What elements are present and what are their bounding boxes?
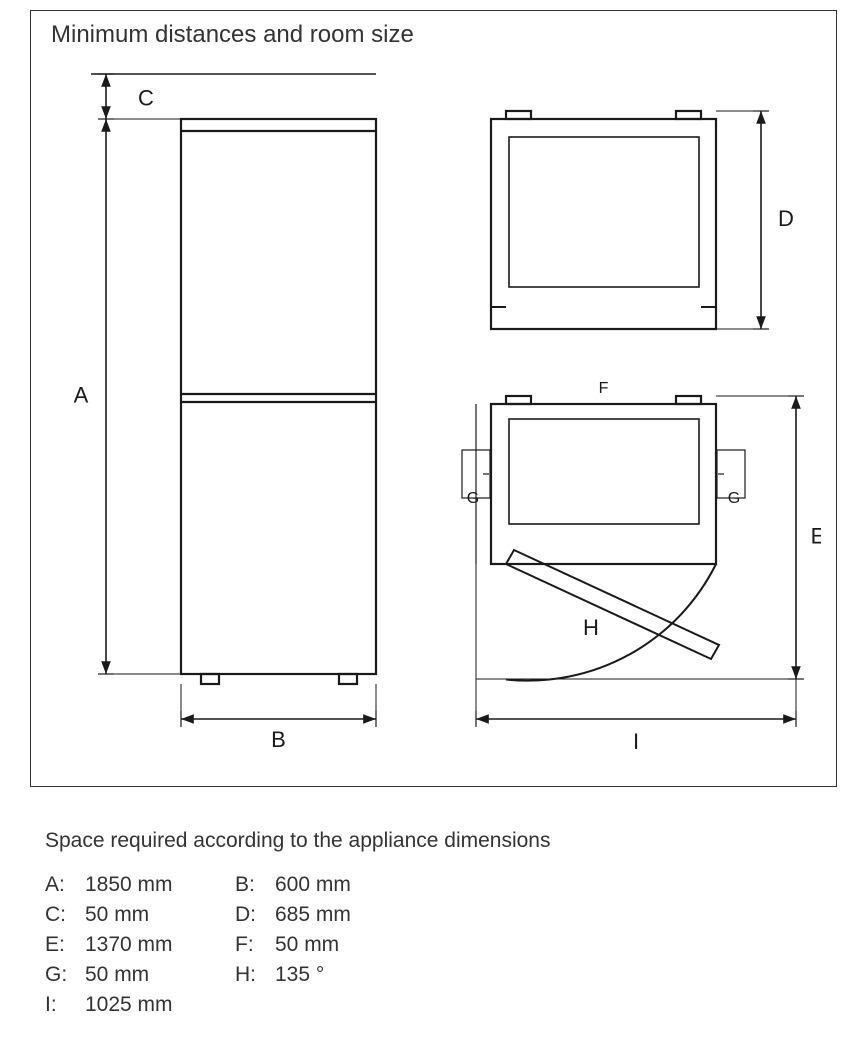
- svg-text:A: A: [74, 382, 89, 407]
- dim-key-I: I:: [45, 993, 85, 1017]
- legend-title: Space required according to the applianc…: [45, 827, 837, 855]
- svg-text:B: B: [271, 727, 286, 749]
- svg-text:H: H: [583, 615, 599, 640]
- dim-key-H: H:: [235, 963, 275, 987]
- diagram-container: Minimum distances and room size A C B D H E I F…: [30, 10, 837, 787]
- dim-key-D: D:: [235, 903, 275, 927]
- dim-key-E: E:: [45, 933, 85, 957]
- dim-val-B: 600 mm: [275, 873, 425, 897]
- dimension-table: A:1850 mm B:600 mm C:50 mm D:685 mm E:13…: [45, 873, 837, 1017]
- dim-val-D: 685 mm: [275, 903, 425, 927]
- dim-key-A: A:: [45, 873, 85, 897]
- legend-section: Space required according to the applianc…: [45, 827, 837, 1017]
- dim-key-F: F:: [235, 933, 275, 957]
- svg-text:G: G: [728, 490, 740, 507]
- dim-val-E: 1370 mm: [85, 933, 235, 957]
- dim-key-G: G:: [45, 963, 85, 987]
- dim-val-I: 1025 mm: [85, 993, 235, 1017]
- dim-val-A: 1850 mm: [85, 873, 235, 897]
- diagram-title: Minimum distances and room size: [51, 21, 816, 49]
- svg-text:I: I: [633, 729, 639, 749]
- dim-key-C: C:: [45, 903, 85, 927]
- svg-text:E: E: [811, 523, 821, 548]
- svg-text:D: D: [778, 206, 794, 231]
- dim-key-B: B:: [235, 873, 275, 897]
- dim-val-C: 50 mm: [85, 903, 235, 927]
- dim-val-H: 135 °: [275, 963, 425, 987]
- technical-drawing: A C B D H E I F G G: [51, 59, 821, 749]
- svg-text:G: G: [467, 490, 479, 507]
- dim-val-F: 50 mm: [275, 933, 425, 957]
- dim-val-G: 50 mm: [85, 963, 235, 987]
- svg-text:C: C: [138, 85, 154, 110]
- svg-text:F: F: [599, 380, 609, 397]
